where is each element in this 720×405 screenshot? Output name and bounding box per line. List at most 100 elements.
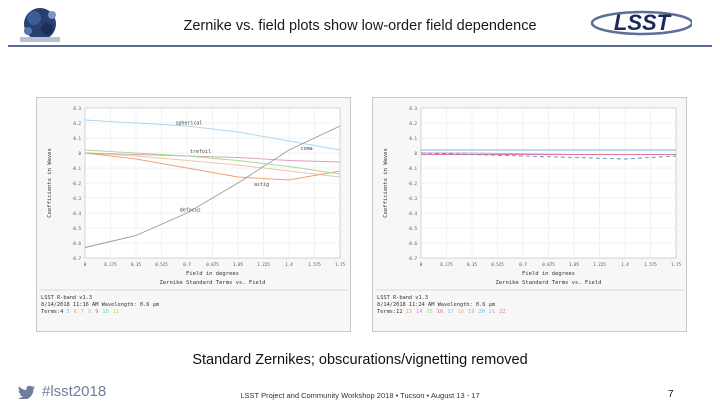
chart-title: Zernike Standard Terms vs. Field <box>496 280 602 286</box>
x-tick-label: 0 <box>84 262 87 267</box>
x-tick-label: 0.35 <box>131 262 142 267</box>
x-tick-label: 0.175 <box>440 262 453 267</box>
x-axis-label: Field in degrees <box>186 271 239 277</box>
term-number: 8 <box>88 309 91 315</box>
x-tick-label: 0.875 <box>542 262 555 267</box>
y-tick-label: -0.7 <box>407 256 418 261</box>
y-tick-label: 0.2 <box>409 121 417 126</box>
lsst-collage-logo-icon <box>14 4 66 46</box>
term-number: 13 <box>406 309 412 315</box>
y-tick-label: 0 <box>414 151 417 156</box>
twitter-bird-icon <box>18 385 35 399</box>
footer-line: Terms:4 <box>41 309 63 315</box>
footer-line: 8/14/2018 11:24 AM Wavelength: 0.6 µm <box>377 302 495 308</box>
zernike-plot-right-svg: 0.30.20.10-0.1-0.2-0.3-0.4-0.5-0.6-0.70 0… <box>375 106 684 315</box>
term-number: 10 <box>102 309 108 315</box>
slide-title: Zernike vs. field plots show low-order f… <box>183 18 537 34</box>
term-number: 15 <box>426 309 432 315</box>
term-number: 11 <box>113 309 119 315</box>
term-number: 9 <box>95 309 98 315</box>
term-number: 18 <box>458 309 464 315</box>
zernike-plot-right: 0.3 0.2 0.1 0 -0.1 -0.2 -0.3 -0.4 -0.5 -0.6 -0.7 0 0… <box>372 97 687 332</box>
chart-title: Zernike Standard Terms vs. Field <box>160 280 266 286</box>
y-tick-label: 0 <box>78 151 81 156</box>
x-tick-label: 1.05 <box>569 262 580 267</box>
y-tick-label: -0.6 <box>407 241 418 246</box>
y-tick-label: -0.3 <box>407 196 418 201</box>
annotation-coma: coma <box>301 146 313 152</box>
series-line-green <box>84 149 341 175</box>
x-tick-label: 0.525 <box>491 262 504 267</box>
annotation-defocus: defocus <box>180 208 201 214</box>
slide-caption: Standard Zernikes; obscurations/vignetti… <box>192 352 528 368</box>
y-tick-label: -0.5 <box>407 226 418 231</box>
term-number: 21 <box>489 309 495 315</box>
annotation-spherical: spherical <box>175 121 202 127</box>
x-tick-label: 0.175 <box>104 262 117 267</box>
y-tick-label: -0.1 <box>407 166 418 171</box>
y-tick-label: -0.6 <box>71 241 82 246</box>
lsst-logo-icon: LSST <box>590 10 692 36</box>
y-axis-label: Coefficients in Waves <box>383 148 389 218</box>
footer-line: Terms:12 <box>377 309 403 315</box>
page-number: 7 <box>668 389 674 400</box>
footer-line: 8/14/2018 11:16 AM Wavelength: 0.6 µm <box>41 302 159 308</box>
x-tick-label: 1.75 <box>671 262 682 267</box>
x-tick-label: 1.575 <box>308 262 321 267</box>
x-tick-label: 1.75 <box>335 262 346 267</box>
term-number: 6 <box>74 309 77 315</box>
x-tick-label: 0.7 <box>183 262 191 267</box>
title-divider <box>8 45 712 47</box>
hashtag-text: #lsst2018 <box>42 383 107 400</box>
zernike-plot-left: 0.3 0.2 0.1 0 -0.1 -0.2 -0.3 -0.4 -0.5 -0.6 -0.7 0 0… <box>36 97 351 332</box>
series-line-coma <box>84 152 341 163</box>
zernike-plot-left-svg: 0.30.20.10-0.1-0.2-0.3-0.4-0.5-0.6-0.70 0… <box>39 106 348 315</box>
y-tick-label: 0.3 <box>409 106 417 111</box>
annotation-astig: astig <box>254 182 269 188</box>
y-tick-label: -0.3 <box>71 196 82 201</box>
term-number: 20 <box>478 309 484 315</box>
x-tick-label: 1.4 <box>621 262 629 267</box>
series-line-defocus <box>84 125 341 248</box>
x-tick-label: 0 <box>420 262 423 267</box>
y-tick-label: -0.4 <box>407 211 418 216</box>
series-line-astig <box>84 152 341 181</box>
x-tick-label: 1.225 <box>257 262 270 267</box>
x-tick-label: 0.35 <box>467 262 478 267</box>
term-number: 16 <box>437 309 443 315</box>
term-number: 7 <box>81 309 84 315</box>
y-axis-label: Coefficients in Waves <box>47 148 53 218</box>
x-tick-label: 1.05 <box>233 262 244 267</box>
y-tick-label: 0.1 <box>409 136 417 141</box>
series-line-spherical <box>84 119 341 151</box>
footer-line: LSST R-band v1.3 <box>41 295 92 301</box>
y-tick-label: -0.7 <box>71 256 82 261</box>
x-tick-label: 0.875 <box>206 262 219 267</box>
y-tick-label: -0.2 <box>407 181 418 186</box>
x-tick-label: 0.525 <box>155 262 168 267</box>
term-number: 17 <box>447 309 453 315</box>
term-number: 19 <box>468 309 474 315</box>
slide-footer: LSST Project and Community Workshop 2018… <box>240 391 480 400</box>
y-tick-label: 0.3 <box>73 106 81 111</box>
hashtag: #lsst2018 <box>18 383 106 400</box>
x-tick-label: 1.4 <box>285 262 293 267</box>
y-tick-label: -0.2 <box>71 181 82 186</box>
x-axis-label: Field in degrees <box>522 271 575 277</box>
term-number: 22 <box>499 309 505 315</box>
x-tick-label: 1.225 <box>593 262 606 267</box>
annotation-trefoil: trefoil <box>190 149 211 155</box>
y-tick-label: -0.1 <box>71 166 82 171</box>
x-tick-label: 0.7 <box>519 262 527 267</box>
term-number: 5 <box>66 309 69 315</box>
y-tick-label: 0.1 <box>73 136 81 141</box>
series-line-s15 <box>420 152 677 160</box>
lsst-logo-text: LSST <box>614 10 672 35</box>
y-tick-label: -0.5 <box>71 226 82 231</box>
y-tick-label: -0.4 <box>71 211 82 216</box>
footer-line: LSST R-band v1.3 <box>377 295 428 301</box>
series-line-trefoil <box>84 152 341 178</box>
term-number: 14 <box>416 309 422 315</box>
x-tick-label: 1.575 <box>644 262 657 267</box>
